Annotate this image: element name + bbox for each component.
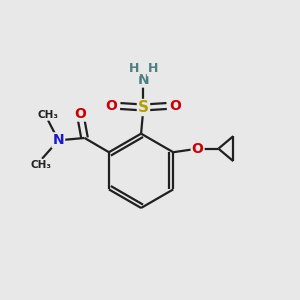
Text: O: O: [105, 99, 117, 113]
Text: S: S: [138, 100, 149, 115]
Text: O: O: [192, 142, 204, 156]
Text: O: O: [74, 106, 86, 121]
Text: N: N: [52, 133, 64, 147]
Text: H: H: [148, 62, 158, 75]
Text: N: N: [138, 73, 149, 87]
Text: H: H: [129, 62, 139, 75]
Text: CH₃: CH₃: [30, 160, 51, 170]
Text: O: O: [169, 99, 181, 113]
Text: CH₃: CH₃: [38, 110, 58, 120]
